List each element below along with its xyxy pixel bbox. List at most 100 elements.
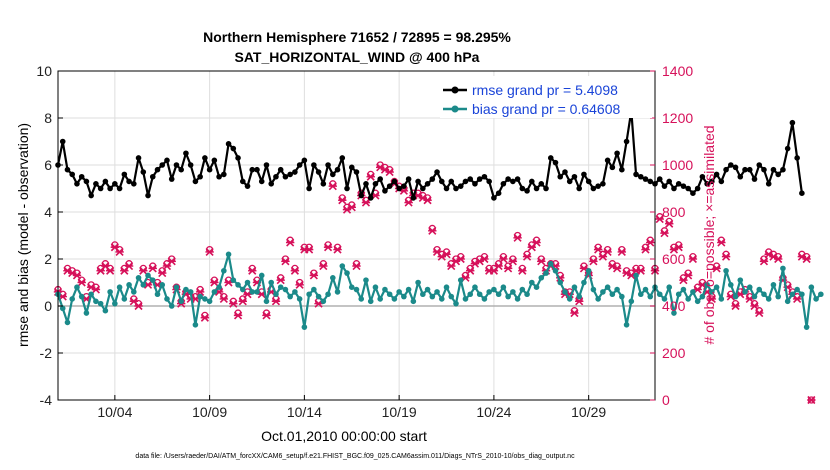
- bias-point: [159, 282, 166, 288]
- y-left-tick-label: -2: [40, 345, 53, 361]
- rmse-point: [216, 173, 222, 180]
- legend-marker-rmse: [451, 86, 459, 94]
- rmse-point: [552, 159, 559, 166]
- rmse-point: [510, 178, 516, 185]
- rmse-point: [751, 176, 758, 182]
- rmse-point: [116, 185, 123, 192]
- rmse-point: [746, 166, 753, 173]
- rmse-point: [301, 157, 308, 164]
- bias-point: [443, 284, 450, 291]
- rmse-point: [467, 176, 474, 182]
- bias-point: [225, 251, 232, 258]
- bias-point: [732, 293, 739, 300]
- obs-assimilated-point: [205, 247, 214, 257]
- rmse-point: [789, 119, 796, 126]
- bias-point: [765, 296, 772, 302]
- rmse-point: [756, 162, 763, 168]
- rmse-point: [472, 181, 478, 187]
- bias-point: [467, 291, 474, 298]
- bias-point: [495, 291, 502, 298]
- rmse-point: [249, 166, 256, 173]
- bias-point: [230, 277, 237, 283]
- bias-point: [813, 296, 819, 302]
- rmse-point: [661, 183, 668, 189]
- bias-point: [709, 289, 715, 295]
- rmse-point: [448, 178, 455, 185]
- rmse-point: [74, 181, 80, 187]
- rmse-point: [334, 166, 341, 173]
- x-tick-label: 10/04: [97, 404, 132, 420]
- bias-point: [93, 298, 99, 305]
- bias-point: [377, 296, 383, 302]
- bias-point: [149, 277, 156, 283]
- rmse-point: [97, 185, 104, 192]
- bias-point: [524, 291, 530, 298]
- rmse-point: [187, 162, 194, 168]
- rmse-point: [239, 178, 246, 185]
- rmse-point: [533, 185, 540, 192]
- obs-assimilated-point: [574, 297, 584, 306]
- rmse-point: [637, 173, 644, 180]
- obs-assimilated-point: [72, 271, 82, 280]
- obs-assimilated-point: [802, 254, 811, 264]
- bias-point: [202, 296, 208, 302]
- rmse-point: [135, 155, 142, 161]
- obs-assimilated-point: [285, 238, 295, 247]
- bias-point: [609, 291, 616, 298]
- rmse-point: [571, 173, 578, 180]
- bias-point: [154, 291, 161, 298]
- obs-assimilated-point: [361, 198, 371, 207]
- obs-assimilated-point: [366, 172, 375, 181]
- rmse-point: [306, 185, 312, 192]
- rmse-point: [131, 181, 137, 187]
- obs-assimilated-point: [158, 269, 167, 278]
- x-tick-label: 10/24: [476, 404, 511, 420]
- bias-point: [206, 298, 213, 305]
- rmse-point: [675, 181, 682, 187]
- bias-point: [396, 289, 402, 295]
- bias-point: [595, 296, 601, 302]
- obs-assimilated-point: [333, 245, 342, 254]
- obs-assimilated-point: [423, 196, 432, 205]
- bias-point: [647, 293, 654, 300]
- obs-assimilated-point: [115, 247, 124, 257]
- bias-point: [192, 322, 199, 328]
- bias-point: [363, 277, 369, 283]
- bias-point: [88, 291, 94, 298]
- bias-point: [358, 296, 365, 302]
- bias-point: [277, 284, 284, 291]
- bias-point: [728, 282, 734, 288]
- rmse-point: [221, 171, 227, 178]
- rmse-point: [372, 181, 379, 187]
- obs-assimilated-point: [290, 266, 300, 275]
- rmse-point: [453, 185, 459, 192]
- rmse-point: [623, 138, 630, 145]
- obs-assimilated-point: [683, 271, 693, 280]
- bias-point: [770, 282, 777, 288]
- rmse-point: [562, 169, 568, 175]
- rmse-point: [619, 166, 625, 173]
- obs-assimilated-point: [466, 266, 475, 275]
- legend-label-rmse: rmse grand pr = 5.4098: [472, 82, 618, 98]
- bias-point: [348, 284, 355, 291]
- bias-point: [424, 286, 431, 293]
- rmse-point: [718, 178, 725, 185]
- rmse-point: [495, 190, 502, 196]
- rmse-point: [443, 185, 450, 192]
- obs-assimilated-point: [347, 203, 356, 212]
- bias-point: [590, 286, 597, 293]
- rmse-point: [713, 171, 720, 178]
- bias-point: [301, 324, 308, 330]
- data-file-footer: data file: /Users/raeder/DAI/ATM_forcXX/…: [135, 453, 575, 460]
- bias-point: [311, 286, 317, 293]
- rmse-point: [149, 173, 156, 180]
- rmse-point: [126, 178, 132, 185]
- y-left-tick-label: 4: [44, 204, 52, 220]
- bias-point: [306, 291, 312, 298]
- rmse-point: [794, 155, 800, 161]
- bias-point: [557, 279, 564, 286]
- bias-point: [623, 322, 630, 328]
- obs-assimilated-point: [755, 308, 764, 318]
- rmse-point: [367, 195, 374, 201]
- bias-point: [83, 310, 90, 316]
